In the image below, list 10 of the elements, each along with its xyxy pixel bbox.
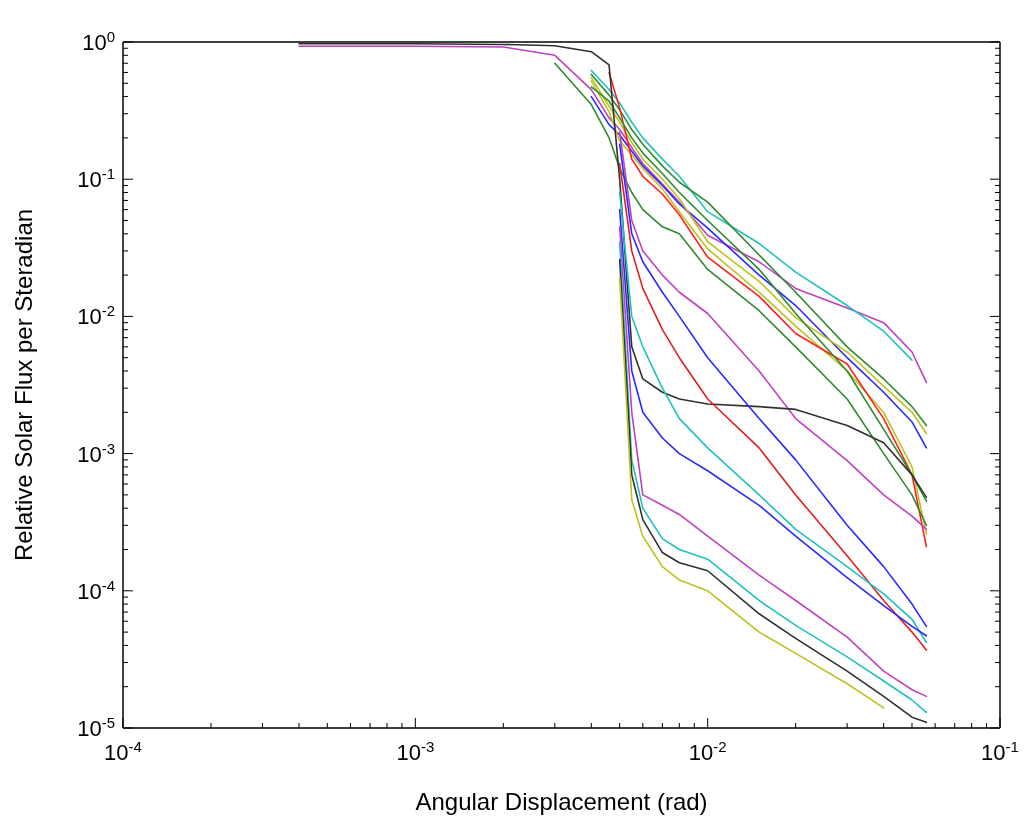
y-axis-title: Relative Solar Flux per Steradian	[9, 208, 37, 562]
y-tick-label: 10$^{-2}$	[77, 301, 115, 330]
y-tick-label: 10$^{-4}$	[77, 576, 115, 604]
x-axis-title: Angular Displacement (rad)	[415, 788, 708, 815]
x-tick-label: 10$^{-3}$	[396, 737, 435, 765]
y-tick-label: 10$^{0}$	[82, 27, 115, 55]
y-tick-label: 10$^{-1}$	[77, 164, 115, 193]
x-tick-label: 10$^{-1}$	[981, 737, 1019, 765]
y-tick-label: 10$^{-3}$	[77, 439, 115, 467]
x-tick-label: 10$^{-2}$	[688, 737, 727, 765]
